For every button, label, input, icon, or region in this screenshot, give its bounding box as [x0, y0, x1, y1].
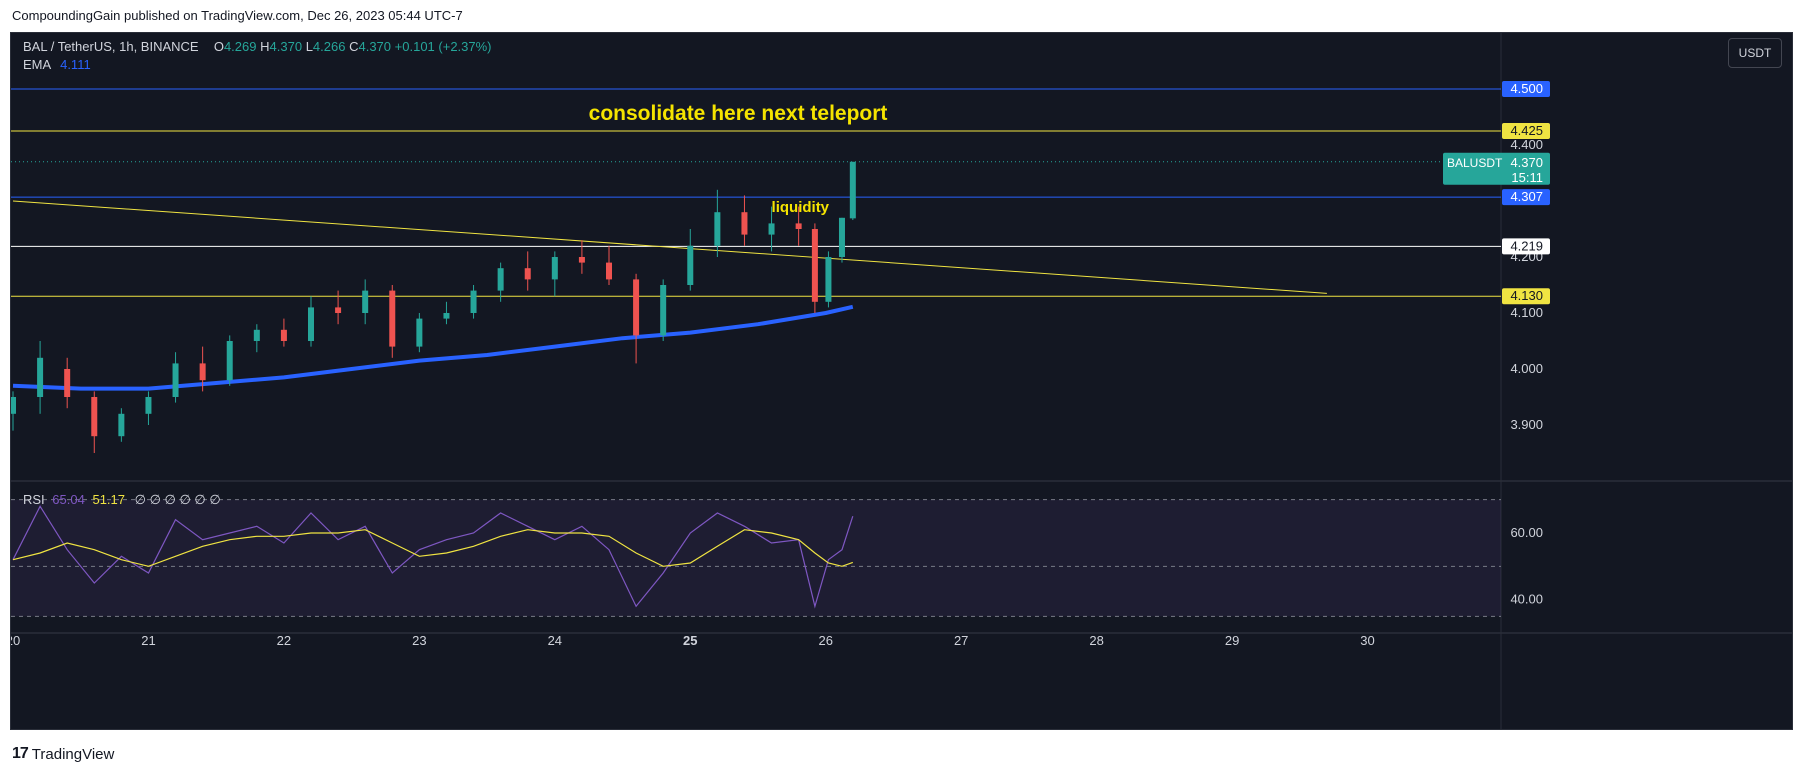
- tradingview-logo[interactable]: 17 TradingView: [12, 745, 114, 763]
- time-tick-label: 22: [277, 633, 291, 648]
- candle-body: [606, 262, 612, 280]
- candle-body: [362, 290, 369, 313]
- rsi-ma-value: 51.17: [92, 492, 126, 507]
- candle-body: [524, 268, 531, 280]
- candle-body: [714, 212, 721, 246]
- level-price-tag: [1502, 189, 1550, 206]
- current-price-symbol: BALUSDT: [1447, 156, 1503, 170]
- symbol-name: BAL / TetherUS, 1h, BINANCE: [23, 39, 199, 54]
- change-value: +0.101 (+2.37%): [394, 39, 492, 54]
- candle-body: [687, 245, 694, 285]
- price-tick-label: 4.100: [1510, 305, 1543, 320]
- low-label: L: [305, 39, 313, 54]
- candle-body: [308, 307, 314, 341]
- footer-brand: TradingView: [31, 745, 115, 763]
- ema-label: EMA: [23, 57, 51, 72]
- time-tick-label: 23: [412, 633, 426, 648]
- rsi-extra: ∅ ∅ ∅ ∅ ∅ ∅: [134, 492, 221, 507]
- candle-body: [145, 397, 152, 414]
- chart-frame[interactable]: consolidate here next teleport liquidity 3…: [10, 32, 1793, 730]
- rsi-tick-label: 40.00: [1510, 592, 1543, 607]
- time-tick-label: 30: [1360, 633, 1374, 648]
- price-tick-label: 3.900: [1510, 417, 1543, 432]
- candle-body: [118, 413, 125, 437]
- time-tick-label: 28: [1089, 633, 1103, 648]
- candle-body: [551, 257, 558, 280]
- chart-canvas[interactable]: consolidate here next teleport liquidity 3…: [11, 33, 1792, 729]
- candle-body: [825, 257, 832, 302]
- time-tick-label: 25: [683, 633, 697, 648]
- ema-value: 4.111: [60, 57, 91, 72]
- high-value: 4.370: [269, 39, 303, 54]
- level-price-label: 4.500: [1510, 81, 1543, 96]
- rsi-label: RSI: [23, 492, 45, 507]
- currency-button[interactable]: USDT: [1728, 38, 1782, 68]
- candle-body: [64, 369, 71, 397]
- tradingview-logo-icon: 17: [12, 745, 29, 762]
- candle-body: [226, 341, 233, 381]
- candle-body: [416, 318, 423, 347]
- level-price-tag: [1502, 81, 1550, 97]
- candle-body: [633, 279, 640, 336]
- level-price-tag: [1502, 123, 1550, 139]
- candle-body: [199, 363, 206, 381]
- publisher-line: CompoundingGain published on TradingView…: [12, 8, 463, 23]
- candle-body: [443, 313, 450, 319]
- high-label: H: [260, 39, 270, 54]
- rsi-line: [12, 505, 854, 609]
- level-price-tag: [1502, 238, 1550, 255]
- time-tick-label: 20: [11, 633, 20, 648]
- time-tick-label: 24: [548, 633, 562, 648]
- candle-body: [280, 329, 287, 341]
- candle-body: [795, 223, 802, 229]
- time-tick-label: 27: [954, 633, 968, 648]
- low-value: 4.266: [312, 39, 346, 54]
- rsi-band: [11, 499, 1501, 617]
- level-price-label: 4.425: [1510, 123, 1543, 138]
- close-label: C: [349, 39, 359, 54]
- ema-legend: EMA 4.111: [23, 57, 91, 72]
- level-price-label: 4.130: [1510, 288, 1543, 303]
- current-price-countdown: 15:11: [1511, 170, 1543, 185]
- candle-body: [660, 285, 667, 336]
- price-tick-label: 4.000: [1510, 361, 1543, 376]
- current-price-tag: [1443, 152, 1550, 185]
- ema-line: [12, 304, 854, 391]
- time-tick-label: 21: [141, 633, 155, 648]
- candle-body: [811, 229, 818, 302]
- candle-body: [578, 257, 585, 263]
- level-price-tag: [1502, 288, 1550, 305]
- candle-body: [335, 307, 342, 313]
- open-value: 4.269: [223, 39, 257, 54]
- candle-body: [253, 329, 260, 341]
- candle-body: [849, 161, 856, 219]
- candle-body: [470, 290, 477, 313]
- candle-body: [37, 357, 44, 397]
- current-price-value: 4.370: [1510, 155, 1543, 170]
- candle-body: [497, 268, 504, 291]
- level-price-label: 4.307: [1510, 189, 1543, 204]
- time-tick-label: 29: [1225, 633, 1239, 648]
- trendline[interactable]: [12, 200, 1327, 294]
- rsi-tick-label: 60.00: [1510, 525, 1543, 540]
- annotation-liquidity[interactable]: liquidity: [772, 199, 830, 216]
- candle-body: [838, 217, 845, 257]
- rsi-legend: RSI 65.04 51.17 ∅ ∅ ∅ ∅ ∅ ∅: [23, 492, 221, 508]
- annotation-consolidate[interactable]: consolidate here next teleport: [589, 102, 888, 125]
- open-label: O: [213, 39, 224, 54]
- candle-body: [91, 397, 98, 437]
- rsi-ma-line: [12, 529, 854, 567]
- candle-body: [768, 223, 775, 235]
- close-value: 4.370: [358, 39, 392, 54]
- candle-body: [172, 363, 179, 397]
- rsi-value: 65.04: [52, 492, 85, 507]
- candle-body: [741, 212, 748, 235]
- price-tick-label: 4.400: [1510, 137, 1543, 152]
- time-tick-label: 26: [818, 633, 832, 648]
- candle-body: [11, 397, 16, 414]
- symbol-legend: BAL / TetherUS, 1h, BINANCE O4.269 H4.37…: [23, 39, 492, 54]
- candle-body: [389, 290, 396, 347]
- level-price-label: 4.219: [1510, 238, 1543, 253]
